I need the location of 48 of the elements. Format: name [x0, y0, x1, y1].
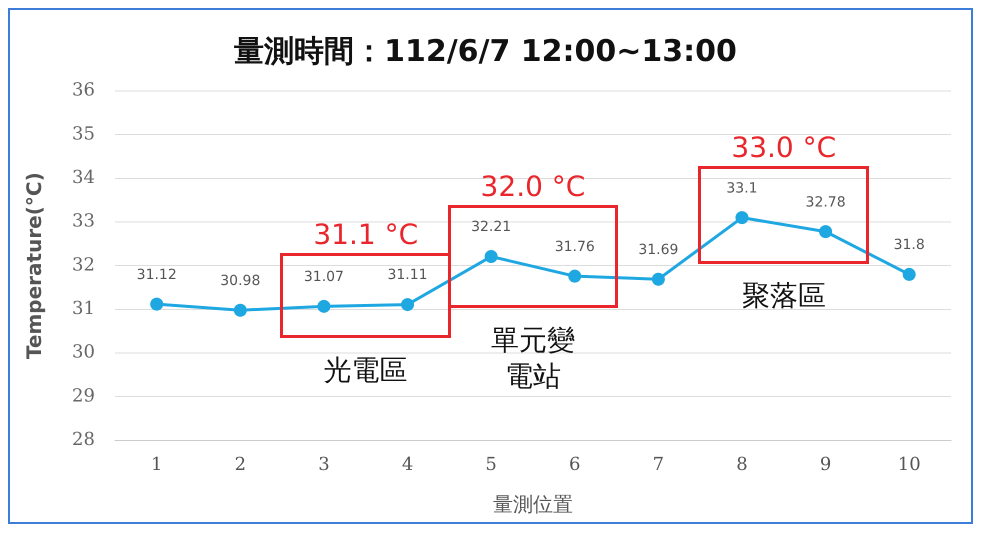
- x-tick-label: 2: [234, 454, 246, 475]
- x-tick-label: 9: [820, 454, 832, 475]
- y-tick-label: 32: [72, 254, 95, 276]
- y-axis-title: Temperature(°C): [22, 172, 46, 360]
- x-tick-label: 5: [485, 454, 497, 475]
- data-label: 31.11: [387, 267, 428, 284]
- data-label: 31.8: [894, 237, 925, 254]
- point: [902, 268, 916, 281]
- x-axis-title: 量測位置: [492, 492, 573, 516]
- point: [568, 270, 582, 283]
- y-tick-label: 28: [72, 429, 95, 450]
- point: [401, 298, 414, 312]
- y-tick-label: 36: [72, 80, 95, 101]
- x-tick-label: 7: [652, 454, 664, 475]
- annotation: 33.0 °C: [731, 130, 836, 164]
- y-tick-label: 33: [72, 210, 95, 232]
- data-label: 32.21: [471, 219, 512, 236]
- point: [234, 304, 247, 317]
- x-tick-label: 6: [569, 454, 580, 475]
- point: [652, 272, 665, 286]
- x-tick-label: 1: [150, 454, 162, 475]
- data-label: 31.12: [136, 266, 177, 283]
- data-label: 31.07: [304, 268, 344, 285]
- annotation: 光電區: [324, 354, 408, 387]
- data-label: 32.78: [806, 194, 846, 210]
- annotation: 31.1 °C: [313, 218, 418, 251]
- point: [819, 225, 832, 238]
- y-tick-label: 34: [72, 167, 95, 188]
- data-label: 30.98: [220, 272, 260, 289]
- point: [317, 300, 330, 313]
- x-tick-label: 3: [318, 454, 330, 475]
- x-tick-label: 8: [736, 454, 748, 475]
- point: [484, 250, 498, 264]
- point: [150, 298, 164, 311]
- point: [735, 211, 748, 224]
- y-tick-label: 35: [72, 123, 95, 144]
- x-tick-label: 10: [898, 454, 921, 475]
- y-tick-label: 30: [72, 342, 95, 363]
- data-label: 31.69: [638, 242, 678, 258]
- y-tick-label: 31: [72, 298, 95, 320]
- x-tick-label: 4: [402, 454, 414, 475]
- data-label: 33.1: [726, 180, 758, 196]
- y-tick-label: 29: [72, 385, 95, 406]
- chart-title: 量測時間：112/6/7 12:00~13:00: [234, 34, 737, 69]
- annotation: 單元變電站: [490, 323, 575, 392]
- annotation: 32.0 °C: [480, 170, 586, 203]
- annotation: 聚落區: [742, 278, 826, 312]
- data-label: 31.76: [554, 238, 595, 255]
